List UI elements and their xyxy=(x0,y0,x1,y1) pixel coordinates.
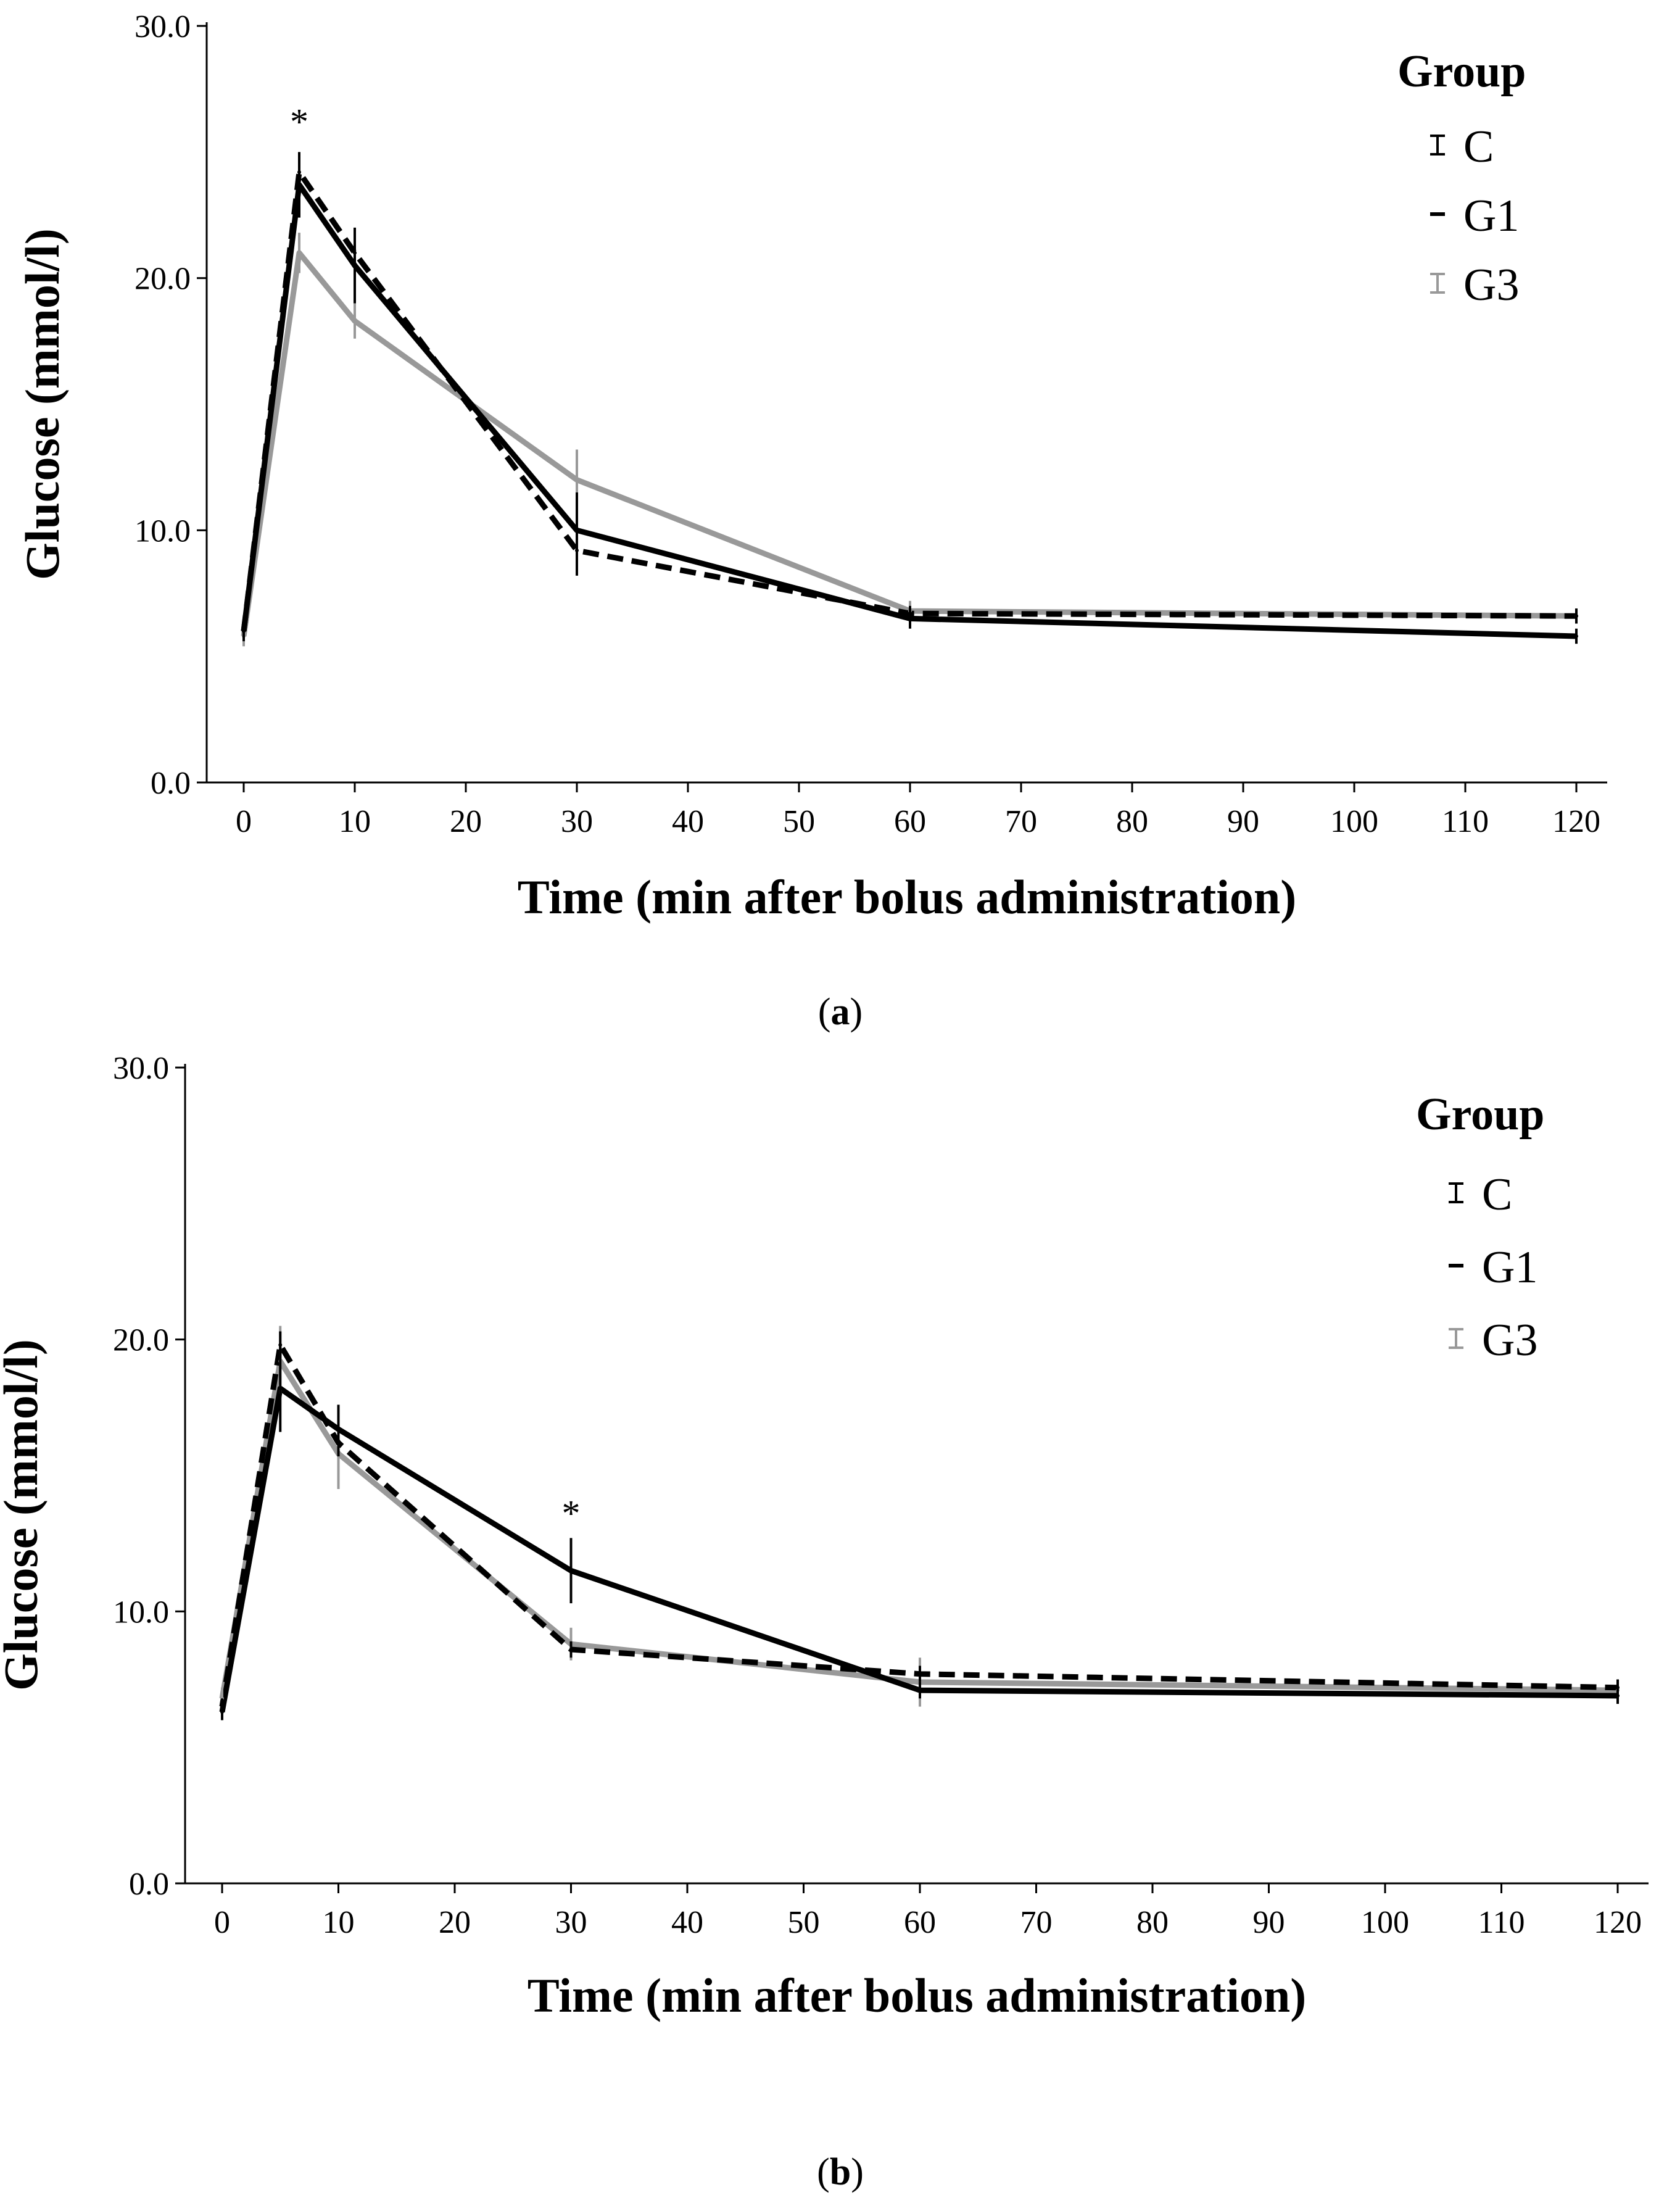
x-tick-label: 80 xyxy=(1116,804,1148,839)
legend-title: Group xyxy=(1416,1089,1544,1140)
data-point-g3 xyxy=(353,319,357,323)
x-tick-label: 90 xyxy=(1227,804,1259,839)
chart-panel-b: 0.0 10.0 20.0 30.0 0 10 20 30 40 50 60 70 80 90 100 110… xyxy=(0,1051,1649,2193)
y-tick-label: 0.0 xyxy=(129,1867,169,1902)
panel-caption: (a) xyxy=(818,991,863,1033)
y-tick-label: 30.0 xyxy=(113,1051,169,1086)
data-point-g1 xyxy=(918,1672,922,1676)
data-point-c xyxy=(1616,1693,1620,1698)
x-tick-label: 120 xyxy=(1552,804,1600,839)
legend-label-c: C xyxy=(1463,122,1494,172)
significance-star: * xyxy=(290,101,308,142)
caption-letter: b xyxy=(830,2151,851,2193)
data-point-c xyxy=(908,616,912,621)
x-tick-label: 110 xyxy=(1478,1905,1525,1940)
x-tick-label: 60 xyxy=(894,804,926,839)
x-axis-title: Time (min after bolus administration) xyxy=(518,870,1296,924)
x-tick-label: 0 xyxy=(214,1905,230,1940)
legend-title: Group xyxy=(1397,46,1526,97)
legend-symbol-g3 xyxy=(1449,1328,1463,1349)
x-tick-label: 100 xyxy=(1361,1905,1409,1940)
y-tick-label: 10.0 xyxy=(113,1595,169,1630)
x-tick-label: 50 xyxy=(783,804,815,839)
legend-symbol-c xyxy=(1430,135,1445,156)
caption-paren: ( xyxy=(818,991,831,1033)
series-line-g1 xyxy=(241,169,1577,632)
series-line-g3 xyxy=(241,250,1577,637)
x-tick-label: 90 xyxy=(1253,1905,1285,1940)
significance-star: * xyxy=(562,1493,581,1534)
x-tick-label: 100 xyxy=(1330,804,1378,839)
data-point-c xyxy=(918,1688,922,1693)
data-point-c xyxy=(220,1710,224,1714)
x-tick-label: 0 xyxy=(236,804,252,839)
x-axis-title: Time (min after bolus administration) xyxy=(528,1969,1306,2022)
data-point-g1 xyxy=(569,1648,573,1652)
y-tick-label: 30.0 xyxy=(134,9,191,44)
panel-caption: (b) xyxy=(817,2151,864,2193)
legend-symbol-c xyxy=(1449,1182,1463,1203)
y-axis-title: Glucose (mmol/l) xyxy=(0,1339,48,1691)
data-point-g3 xyxy=(575,478,579,482)
data-point-c xyxy=(353,263,357,268)
x-tick-label: 110 xyxy=(1442,804,1489,839)
x-tick-label: 20 xyxy=(450,804,482,839)
legend-label-g1: G1 xyxy=(1482,1242,1537,1293)
y-tick-label: 10.0 xyxy=(134,513,191,549)
legend-label-g1: G1 xyxy=(1463,191,1519,241)
data-point-c xyxy=(575,528,579,533)
x-tick-label: 120 xyxy=(1594,1905,1642,1940)
x-tick-label: 70 xyxy=(1005,804,1037,839)
x-tick-label: 70 xyxy=(1020,1905,1053,1940)
y-tick-label: 0.0 xyxy=(151,766,191,801)
caption-paren: ) xyxy=(850,991,863,1033)
data-point-c xyxy=(1574,634,1578,638)
data-point-c xyxy=(242,629,246,633)
y-axis-title: Glucose (mmol/l) xyxy=(15,228,69,580)
x-tick-label: 20 xyxy=(439,1905,471,1940)
series-line-c xyxy=(219,1385,1618,1713)
data-point-g1 xyxy=(1574,614,1578,618)
legend-label-g3: G3 xyxy=(1482,1315,1537,1366)
data-point-c xyxy=(278,1386,283,1390)
x-tick-label: 60 xyxy=(904,1905,936,1940)
series-line-g3 xyxy=(219,1358,1618,1699)
data-point-c xyxy=(336,1427,341,1432)
legend-symbol-g3 xyxy=(1430,273,1445,294)
legend-symbol-g1 xyxy=(1430,212,1445,216)
data-point-c xyxy=(297,183,301,187)
x-tick-label: 40 xyxy=(671,1905,703,1940)
x-tick-label: 50 xyxy=(788,1905,820,1940)
y-tick-label: 20.0 xyxy=(134,262,191,297)
x-tick-label: 30 xyxy=(555,1905,587,1940)
x-tick-label: 10 xyxy=(339,804,371,839)
x-tick-label: 80 xyxy=(1136,1905,1169,1940)
legend-label-g3: G3 xyxy=(1463,260,1519,310)
x-tick-label: 30 xyxy=(561,804,593,839)
x-tick-label: 10 xyxy=(323,1905,355,1940)
caption-letter: a xyxy=(831,991,850,1033)
chart-panel-a: 0.0 10.0 20.0 30.0 0 10 20 30 40 50 60 70 80 90 100 110… xyxy=(15,9,1607,1033)
data-point-g3 xyxy=(297,251,301,255)
x-tick-label: 40 xyxy=(672,804,704,839)
legend-label-c: C xyxy=(1482,1169,1512,1220)
caption-paren: ( xyxy=(817,2151,830,2193)
series-line-c xyxy=(241,181,1577,639)
legend-symbol-g1 xyxy=(1449,1264,1463,1267)
caption-paren: ) xyxy=(851,2151,864,2193)
data-point-c xyxy=(569,1569,573,1573)
series-line-g1 xyxy=(219,1342,1618,1707)
y-tick-label: 20.0 xyxy=(113,1323,169,1358)
